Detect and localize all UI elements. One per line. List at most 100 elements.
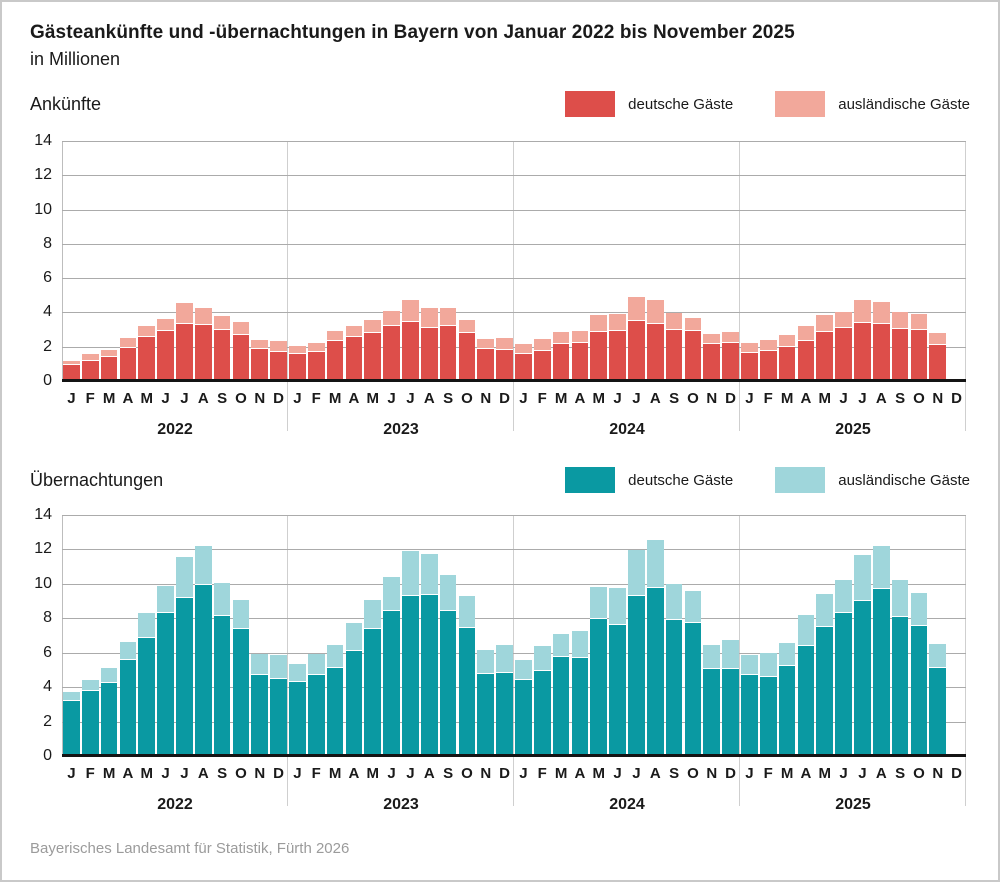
bar-segment-domestic [571, 343, 589, 381]
bar-segment-domestic [609, 331, 626, 381]
chart-title-overnights: Übernachtungen [30, 469, 164, 490]
bar-segment-foreign [176, 557, 193, 598]
y-axis-tick-label-2: 2 [43, 712, 52, 730]
bar-segment-foreign [100, 350, 118, 357]
month-label: F [763, 765, 773, 782]
month-label: J [67, 765, 76, 782]
bar-segment-foreign [364, 599, 382, 630]
month-label: J [632, 390, 641, 407]
bar-segment-domestic [684, 331, 702, 381]
bar-segment-domestic [307, 351, 325, 381]
month-label: M [102, 390, 116, 407]
bar-segment-foreign [345, 326, 363, 338]
month-label: S [895, 390, 906, 407]
bar-segment-domestic [759, 676, 777, 756]
bar-segment-foreign [176, 303, 193, 324]
plot-area-arrivals: 0 2 4 6 8 10 12 14 J F M A M J J A S O N D J F M A M J J A S O N D J F M A M… [34, 132, 966, 438]
bar-segment-domestic [326, 668, 344, 756]
bar-segment-foreign [81, 679, 99, 692]
bar-segment-domestic [910, 626, 928, 756]
month-label: O [461, 765, 473, 782]
bar-segment-domestic [364, 333, 382, 381]
bar-segment-foreign [665, 312, 683, 330]
bar-segment-foreign [628, 549, 645, 596]
gridline-y-12 [62, 549, 966, 551]
month-label: S [217, 765, 228, 782]
bar-segment-domestic [891, 617, 909, 756]
year-label-2025: 2025 [835, 796, 871, 813]
bar-segment-foreign [420, 308, 438, 328]
month-label: M [140, 765, 153, 782]
bar-segment-foreign [515, 344, 532, 354]
bar-segment-foreign [383, 310, 400, 327]
bar-segment-foreign [213, 583, 231, 616]
bar-segment-foreign [213, 316, 231, 331]
y-axis-tick-label-14: 14 [34, 132, 52, 149]
month-label: D [273, 765, 284, 782]
bar-segment-foreign [496, 645, 513, 674]
bar-segment-domestic [100, 682, 118, 756]
bar-segment-foreign [590, 586, 608, 620]
month-label: F [537, 390, 547, 407]
bar-segment-foreign [854, 299, 871, 323]
month-label: J [858, 765, 867, 782]
month-label: F [763, 390, 773, 407]
month-label: M [102, 765, 116, 782]
y-axis-tick-label-6: 6 [43, 643, 52, 661]
month-label: M [366, 765, 379, 782]
x-axis-line [62, 379, 966, 382]
year-separator-line [287, 515, 288, 806]
bar-segment-domestic [797, 645, 815, 756]
bar-segment-domestic [778, 346, 796, 381]
bar-segment-domestic [119, 347, 137, 381]
month-label: M [818, 765, 831, 782]
gridline-y-6 [62, 278, 966, 280]
month-label: F [85, 390, 95, 407]
month-label: J [519, 390, 528, 407]
bar-segment-foreign [194, 546, 212, 585]
month-label: M [366, 390, 379, 407]
bar-segment-foreign [891, 579, 909, 618]
bar-segment-domestic [270, 678, 287, 756]
y-axis-tick-label-4: 4 [43, 303, 52, 321]
bar-segment-foreign [138, 325, 156, 338]
month-label: F [311, 765, 321, 782]
year-separator-line [965, 515, 966, 806]
bar-segment-foreign [741, 654, 758, 676]
month-label: J [406, 390, 415, 407]
month-label: M [592, 390, 605, 407]
bar-segment-domestic [477, 349, 495, 381]
bar-segment-foreign [307, 653, 325, 676]
month-label: O [687, 765, 699, 782]
month-label: J [387, 390, 396, 407]
month-label: A [348, 765, 360, 782]
bar-segment-domestic [420, 327, 438, 381]
bar-segment-foreign [515, 659, 532, 681]
month-label: J [293, 765, 302, 782]
month-label: N [706, 390, 718, 407]
month-label: J [161, 765, 170, 782]
bar-segment-domestic [665, 620, 683, 756]
month-label: M [328, 390, 342, 407]
month-label: O [461, 390, 473, 407]
y-axis-tick-label-10: 10 [34, 574, 52, 592]
bar-segment-foreign [910, 314, 928, 331]
month-label: A [649, 390, 661, 407]
bar-segment-foreign [797, 325, 815, 341]
bar-segment-foreign [138, 613, 156, 639]
bar-segment-domestic [289, 354, 306, 381]
month-label: J [180, 765, 189, 782]
bar-segment-domestic [307, 675, 325, 756]
bar-segment-domestic [590, 619, 608, 756]
bar-segment-domestic [251, 349, 269, 381]
month-label: M [140, 390, 153, 407]
bar-segment-foreign [835, 311, 852, 328]
bars-layer [62, 515, 966, 756]
bar-segment-foreign [157, 318, 174, 332]
month-label: J [858, 390, 867, 407]
gridline-y-2 [62, 721, 966, 723]
bar-segment-foreign [646, 299, 664, 324]
bar-segment-foreign [891, 311, 909, 329]
bar-segment-foreign [232, 322, 250, 335]
bar-segment-foreign [345, 622, 363, 651]
